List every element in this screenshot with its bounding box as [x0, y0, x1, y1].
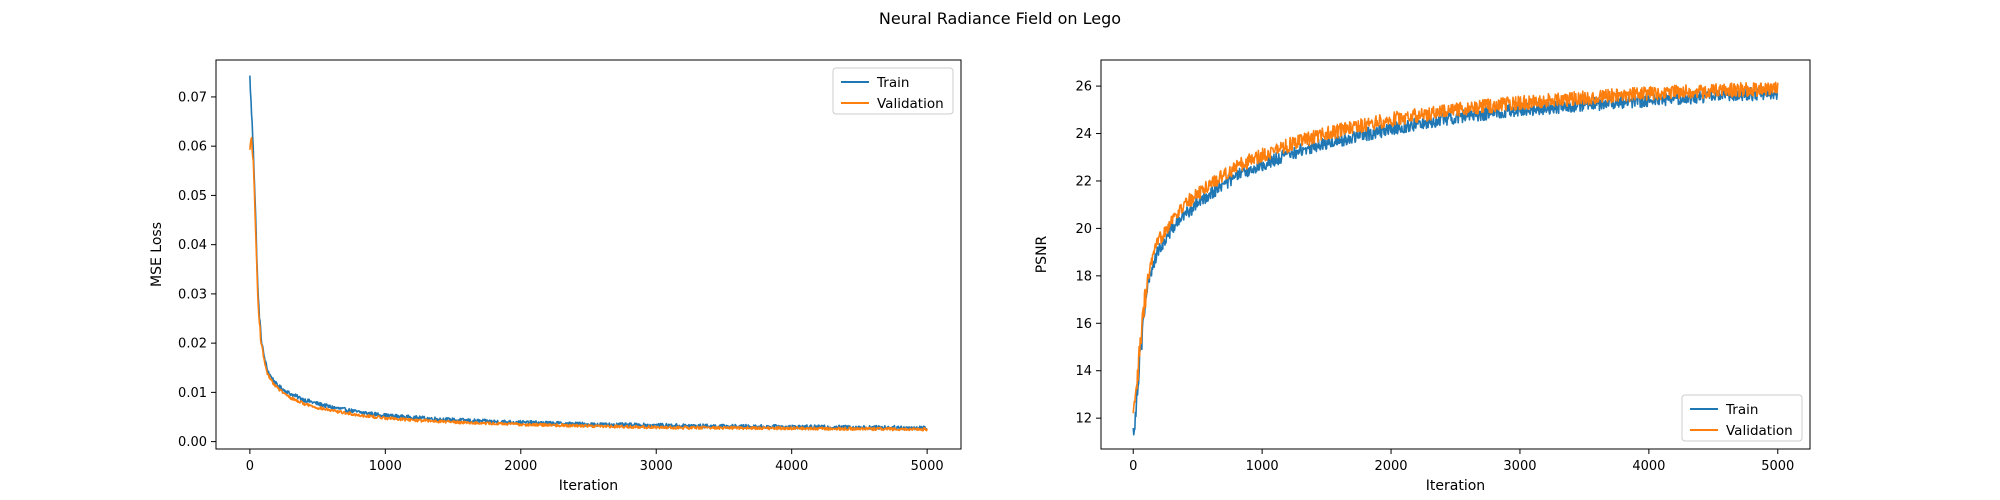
mse-loss-axes-frame — [215, 59, 962, 450]
psnr-x-axis-label: Iteration — [1426, 478, 1485, 494]
mse-loss-y-tick-label: 0.06 — [178, 140, 207, 155]
psnr-y-tick-label: 18 — [1075, 269, 1092, 284]
mse-loss-x-tick-label: 5000 — [911, 459, 944, 474]
psnr-ticks: 0 1000 2000 3000 4000 5000 12 14 16 18 20 22 24 26 — [1075, 80, 1794, 474]
psnr-y-tick-label: 12 — [1075, 412, 1092, 427]
mse-loss-y-tick-label: 0.04 — [178, 238, 207, 253]
mse-loss-x-tick-label: 2000 — [504, 459, 537, 474]
mse-loss-x-tick-label: 3000 — [640, 459, 673, 474]
mse-loss-legend: Train Validation — [832, 67, 954, 115]
psnr-y-tick-label: 22 — [1075, 174, 1092, 189]
psnr-y-tick-label: 14 — [1075, 364, 1092, 379]
mse-loss-chart: 0 1000 2000 3000 4000 5000 0.00 0.01 0.02 0.03 0.0… — [149, 59, 962, 494]
psnr-plot-lines — [1132, 81, 1779, 436]
mse-loss-x-axis-label: Iteration — [559, 478, 618, 494]
psnr-y-tick-label: 20 — [1075, 222, 1092, 237]
mse-loss-legend-label-validation: Validation — [877, 96, 944, 112]
psnr-x-tick-label: 0 — [1129, 459, 1137, 474]
mse-loss-y-tick-label: 0.07 — [178, 90, 207, 105]
psnr-axes-frame — [1100, 59, 1811, 450]
mse-loss-ticks: 0 1000 2000 3000 4000 5000 0.00 0.01 0.02 0.03 0.0… — [178, 90, 944, 474]
psnr-x-tick-label: 2000 — [1374, 459, 1407, 474]
mse-loss-series-validation-line — [249, 136, 928, 432]
psnr-y-tick-label: 24 — [1075, 127, 1092, 142]
psnr-y-tick-label: 16 — [1075, 317, 1092, 332]
psnr-series-validation-line — [1132, 81, 1779, 414]
psnr-x-tick-label: 4000 — [1632, 459, 1665, 474]
mse-loss-y-tick-label: 0.03 — [178, 287, 207, 302]
mse-loss-x-tick-label: 4000 — [775, 459, 808, 474]
mse-loss-y-tick-label: 0.02 — [178, 337, 207, 352]
mse-loss-series-train-line — [249, 75, 928, 431]
mse-loss-y-tick-label: 0.05 — [178, 189, 207, 204]
psnr-y-tick-label: 26 — [1075, 80, 1092, 95]
mse-loss-legend-label-train: Train — [876, 75, 909, 91]
mse-loss-plot-lines — [249, 75, 928, 432]
mse-loss-x-tick-label: 1000 — [369, 459, 402, 474]
mse-loss-y-tick-label: 0.01 — [178, 386, 207, 401]
figure-title: Neural Radiance Field on Lego — [879, 9, 1121, 28]
psnr-legend-label-validation: Validation — [1726, 423, 1793, 439]
mse-loss-y-tick-label: 0.00 — [178, 435, 207, 450]
psnr-y-axis-label: PSNR — [1034, 235, 1050, 273]
psnr-chart: 0 1000 2000 3000 4000 5000 12 14 16 18 20 22 24 26 It… — [1034, 59, 1811, 494]
psnr-x-tick-label: 5000 — [1761, 459, 1794, 474]
mse-loss-y-axis-label: MSE Loss — [149, 222, 165, 287]
mse-loss-x-tick-label: 0 — [246, 459, 254, 474]
psnr-x-tick-label: 1000 — [1246, 459, 1279, 474]
psnr-legend-label-train: Train — [1725, 402, 1758, 418]
psnr-x-tick-label: 3000 — [1503, 459, 1536, 474]
psnr-series-train-line — [1132, 86, 1779, 436]
psnr-legend: Train Validation — [1681, 394, 1803, 442]
